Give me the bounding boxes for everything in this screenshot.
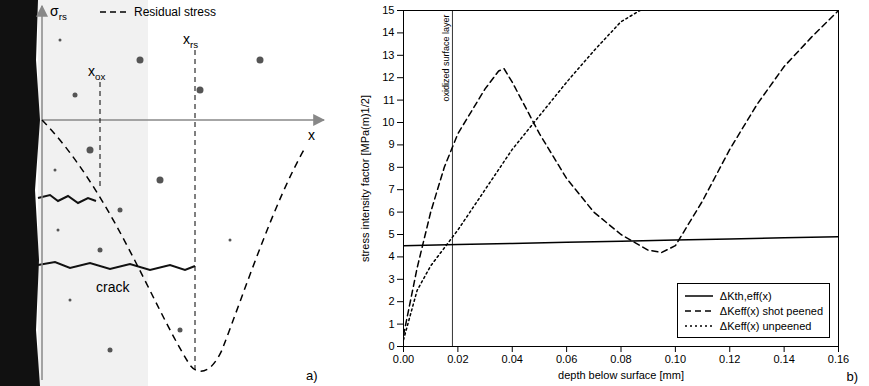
- svg-text:3: 3: [388, 273, 394, 285]
- html-text:ΔKeff(x) unpeened: ΔKeff(x) unpeened: [719, 319, 812, 332]
- svg-text:11: 11: [383, 94, 394, 106]
- svg-text:0.02: 0.02: [447, 353, 468, 365]
- svg-text:xrs: xrs: [183, 31, 198, 50]
- svg-text:oxidized surface layer: oxidized surface layer: [441, 15, 451, 102]
- svg-text:4: 4: [388, 250, 394, 262]
- svg-text:15: 15: [382, 4, 394, 16]
- svg-text:depth below surface [mm]: depth below surface [mm]: [558, 369, 684, 381]
- svg-text:7: 7: [388, 183, 394, 195]
- svg-text:xox: xox: [88, 63, 105, 82]
- svg-text:10: 10: [382, 116, 394, 128]
- svg-text:a): a): [306, 368, 318, 383]
- svg-text:0.12: 0.12: [719, 353, 740, 365]
- svg-text:2: 2: [388, 295, 394, 307]
- svg-text:8: 8: [388, 161, 394, 173]
- svg-text:12: 12: [382, 71, 394, 83]
- svg-text:0.08: 0.08: [610, 353, 631, 365]
- svg-text:0: 0: [388, 340, 394, 352]
- svg-text:0.10: 0.10: [665, 353, 686, 365]
- svg-text:9: 9: [388, 138, 394, 150]
- html-text:ΔKeff(x) shot peened: ΔKeff(x) shot peened: [719, 304, 823, 317]
- svg-text:0.14: 0.14: [773, 353, 794, 365]
- svg-text:stress intensity factor [MPa(m: stress intensity factor [MPa(m)1/2]: [359, 95, 371, 262]
- html-text:ΔKth,eff(x): ΔKth,eff(x): [719, 289, 772, 302]
- svg-text:x: x: [308, 127, 315, 143]
- html-text:b): b): [846, 369, 858, 384]
- svg-text:Residual stress: Residual stress: [134, 5, 216, 19]
- svg-text:6: 6: [388, 206, 394, 218]
- svg-text:σrs: σrs: [50, 3, 67, 22]
- svg-text:0.00: 0.00: [393, 353, 414, 365]
- svg-text:0.16: 0.16: [828, 353, 849, 365]
- svg-text:0.06: 0.06: [556, 353, 577, 365]
- svg-text:5: 5: [388, 228, 394, 240]
- svg-text:crack: crack: [96, 279, 130, 295]
- svg-text:1: 1: [388, 318, 394, 330]
- svg-text:14: 14: [382, 26, 394, 38]
- svg-text:13: 13: [382, 49, 394, 61]
- svg-text:0.04: 0.04: [502, 353, 523, 365]
